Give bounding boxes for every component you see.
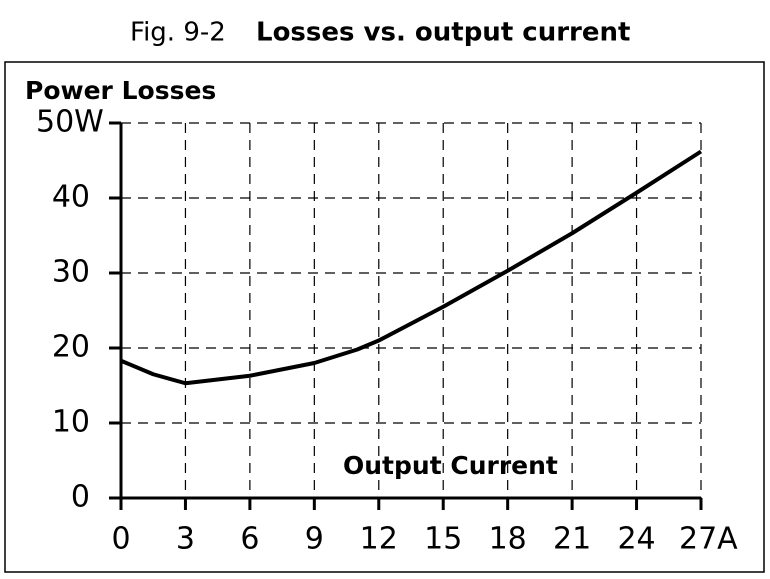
x-tick-label: 24	[617, 522, 655, 557]
y-tick-label: 0	[71, 480, 90, 515]
chart-title: Losses vs. output current	[256, 18, 630, 48]
x-tick-label: 0	[111, 522, 130, 557]
y-axis-label: Power Losses	[25, 76, 216, 105]
x-tick-label: 21	[553, 522, 591, 557]
figure-label: Fig. 9-2	[130, 18, 226, 48]
x-tick-label: 18	[489, 522, 527, 557]
x-tick-label: 3	[176, 522, 195, 557]
y-tick-label: 30	[52, 255, 90, 290]
x-tick-label: 27A	[679, 522, 738, 557]
x-tick-label: 6	[240, 522, 259, 557]
y-tick-label: 40	[52, 180, 90, 215]
y-tick-label: 50W	[36, 105, 104, 140]
y-tick-label: 20	[52, 330, 90, 365]
y-tick-label: 10	[52, 405, 90, 440]
x-tick-label: 12	[360, 522, 398, 557]
line-series	[120, 149, 703, 386]
x-tick-label: 15	[424, 522, 462, 557]
x-tick-label: 9	[305, 522, 324, 557]
x-axis-label: Output Current	[343, 451, 558, 480]
frame	[4, 61, 765, 573]
